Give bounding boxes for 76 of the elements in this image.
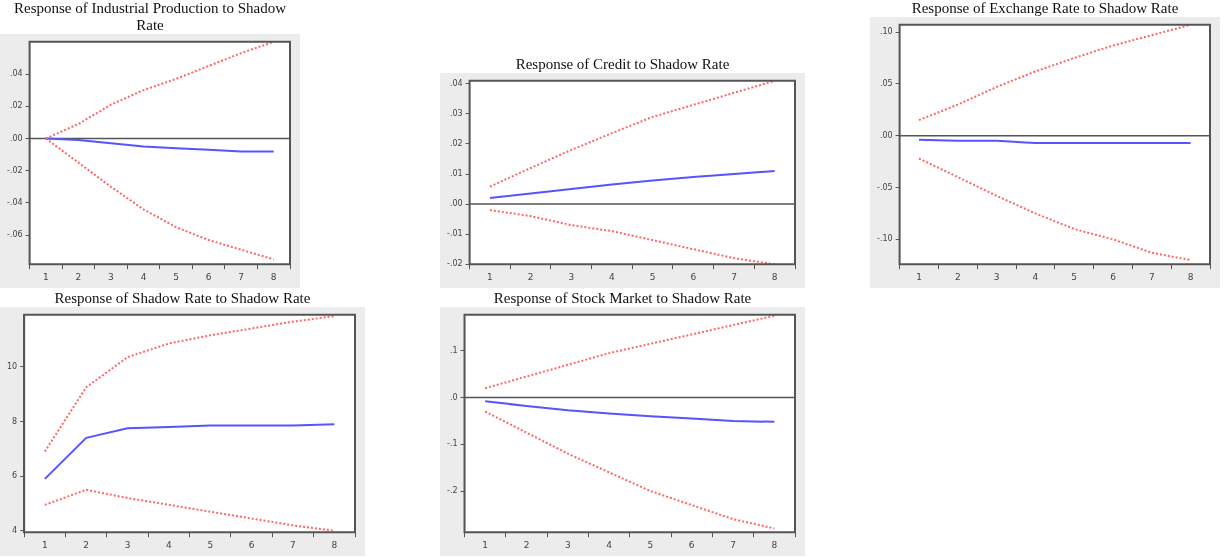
- y-tick-label: .10: [879, 27, 893, 37]
- y-tick-label: -.10: [877, 234, 893, 244]
- y-tick-label: .03: [449, 108, 463, 118]
- x-tick-label: 6: [248, 539, 255, 550]
- line-series: [43, 488, 336, 532]
- line-series: [484, 314, 776, 390]
- x-tick-label: 5: [207, 539, 214, 550]
- x-tick-label: 4: [606, 539, 613, 550]
- x-tick-label: 6: [1110, 271, 1117, 282]
- x-tick-label: 1: [916, 271, 922, 282]
- x-tick-label: 2: [523, 539, 530, 550]
- y-tick-label: -.04: [7, 198, 23, 208]
- x-tick-label: 8: [1187, 271, 1194, 282]
- y-tick-label: .04: [449, 78, 463, 88]
- x-tick-label: 5: [647, 539, 654, 550]
- x-tick-label: 2: [954, 271, 961, 282]
- x-tick-label: 4: [609, 271, 616, 282]
- x-tick-label: 2: [83, 539, 90, 550]
- chart-title: Response of Exchange Rate to Shadow Rate: [910, 0, 1180, 17]
- line-series: [918, 157, 1192, 262]
- y-tick-label: -.1: [446, 439, 458, 449]
- y-tick-label: .0: [449, 392, 458, 402]
- x-tick-label: 7: [730, 539, 736, 550]
- x-tick-label: 4: [140, 271, 147, 282]
- y-tick-label: .02: [9, 101, 23, 111]
- chart-title: Response of Credit to Shadow Rate: [514, 56, 731, 73]
- y-tick-label: -.06: [7, 230, 23, 240]
- chart-title: Response of Stock Market to Shadow Rate: [492, 290, 753, 307]
- x-tick-label: 7: [290, 539, 296, 550]
- x-tick-label: 2: [527, 271, 534, 282]
- x-tick-label: 3: [568, 271, 575, 282]
- x-tick-label: 6: [205, 271, 212, 282]
- x-tick-label: 7: [1148, 271, 1155, 282]
- x-tick-label: 4: [1032, 271, 1039, 282]
- y-tick-label: .04: [9, 69, 23, 79]
- x-tick-label: 6: [690, 271, 697, 282]
- x-tick-label: 8: [331, 539, 338, 550]
- y-tick-label: .05: [879, 78, 893, 88]
- chart-title: Response of Shadow Rate to Shadow Rate: [53, 290, 312, 307]
- x-tick-label: 7: [731, 271, 737, 282]
- y-tick-label: .02: [449, 139, 463, 149]
- y-tick-label: .00: [449, 199, 463, 209]
- x-tick-label: 8: [771, 271, 778, 282]
- x-tick-label: 7: [238, 271, 245, 282]
- y-tick-label: .00: [9, 133, 23, 143]
- line-series: [43, 315, 336, 453]
- x-tick-label: 3: [993, 271, 1000, 282]
- x-tick-label: 8: [270, 271, 277, 282]
- line-series: [484, 410, 776, 530]
- y-tick-label: -.01: [447, 229, 463, 239]
- x-tick-label: 6: [688, 539, 695, 550]
- x-tick-label: 8: [771, 539, 778, 550]
- x-tick-label: 5: [1071, 271, 1078, 282]
- y-tick-label: -.05: [877, 182, 893, 192]
- y-tick-label: .1: [449, 345, 458, 355]
- x-tick-label: 3: [564, 539, 571, 550]
- chart-title: Response of Industrial Production to Shadow Rate: [12, 0, 288, 34]
- y-tick-label: .01: [449, 169, 463, 179]
- x-tick-label: 1: [43, 271, 49, 282]
- y-tick-label: 10: [6, 361, 18, 371]
- y-tick-label: -.02: [7, 165, 23, 175]
- y-tick-label: -.02: [447, 259, 463, 269]
- y-tick-label: -.2: [446, 486, 458, 496]
- x-tick-label: 1: [482, 539, 489, 550]
- x-tick-label: 3: [108, 271, 114, 282]
- x-tick-label: 3: [124, 539, 131, 550]
- y-tick-label: .00: [879, 130, 893, 140]
- x-tick-label: 1: [487, 271, 493, 282]
- x-tick-label: 2: [75, 271, 82, 282]
- x-tick-label: 5: [173, 271, 179, 282]
- y-tick-label: 6: [12, 471, 18, 481]
- x-tick-label: 4: [166, 539, 173, 550]
- y-tick-label: 8: [12, 416, 18, 426]
- x-tick-label: 1: [41, 539, 48, 550]
- x-tick-label: 5: [649, 271, 656, 282]
- y-tick-label: 4: [12, 525, 18, 535]
